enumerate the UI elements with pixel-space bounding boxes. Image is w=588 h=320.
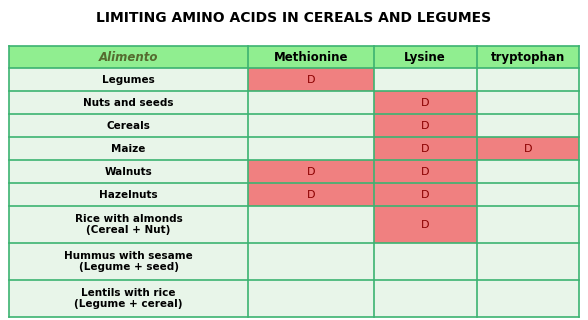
Text: Hummus with sesame
(Legume + seed): Hummus with sesame (Legume + seed) (64, 251, 193, 272)
Bar (248, 160, 374, 183)
Text: Hazelnuts: Hazelnuts (99, 190, 158, 200)
Bar (9, 91, 248, 114)
Bar (374, 91, 476, 114)
Text: D: D (307, 167, 315, 177)
Text: Alimento: Alimento (99, 51, 158, 64)
Text: D: D (421, 121, 429, 131)
Bar (9, 183, 248, 206)
Bar (9, 206, 248, 243)
Bar (9, 160, 248, 183)
Bar (476, 91, 579, 114)
Bar (476, 206, 579, 243)
Text: D: D (307, 190, 315, 200)
Bar (248, 68, 374, 91)
Bar (9, 114, 248, 137)
Bar (374, 137, 476, 160)
Bar (248, 280, 374, 317)
Bar (476, 46, 579, 68)
Bar (248, 243, 374, 280)
Text: Rice with almonds
(Cereal + Nut): Rice with almonds (Cereal + Nut) (75, 214, 182, 236)
Bar (9, 243, 248, 280)
Bar (476, 160, 579, 183)
Bar (374, 68, 476, 91)
Text: Lysine: Lysine (405, 51, 446, 64)
Text: D: D (421, 98, 429, 108)
Text: D: D (523, 144, 532, 154)
Text: LIMITING AMINO ACIDS IN CEREALS AND LEGUMES: LIMITING AMINO ACIDS IN CEREALS AND LEGU… (96, 11, 492, 25)
Bar (374, 160, 476, 183)
Text: Cereals: Cereals (106, 121, 151, 131)
Text: Lentils with rice
(Legume + cereal): Lentils with rice (Legume + cereal) (74, 288, 183, 309)
Bar (374, 206, 476, 243)
Text: Methionine: Methionine (274, 51, 348, 64)
Bar (374, 183, 476, 206)
Text: Legumes: Legumes (102, 75, 155, 85)
Text: D: D (421, 167, 429, 177)
Bar (248, 114, 374, 137)
Bar (374, 280, 476, 317)
Bar (476, 243, 579, 280)
Text: D: D (421, 144, 429, 154)
Bar (248, 91, 374, 114)
Bar (248, 183, 374, 206)
Bar (476, 114, 579, 137)
Bar (476, 137, 579, 160)
Text: D: D (421, 220, 429, 230)
Text: Maize: Maize (111, 144, 146, 154)
Bar (9, 137, 248, 160)
Bar (374, 243, 476, 280)
Bar (248, 46, 374, 68)
Bar (248, 137, 374, 160)
Bar (476, 68, 579, 91)
Bar (248, 206, 374, 243)
Bar (374, 114, 476, 137)
Text: D: D (421, 190, 429, 200)
Bar (476, 280, 579, 317)
Bar (9, 280, 248, 317)
Text: Nuts and seeds: Nuts and seeds (83, 98, 174, 108)
Bar (9, 68, 248, 91)
Text: Walnuts: Walnuts (105, 167, 152, 177)
Bar (9, 46, 248, 68)
Bar (374, 46, 476, 68)
Bar (476, 183, 579, 206)
Text: D: D (307, 75, 315, 85)
Text: tryptophan: tryptophan (491, 51, 565, 64)
